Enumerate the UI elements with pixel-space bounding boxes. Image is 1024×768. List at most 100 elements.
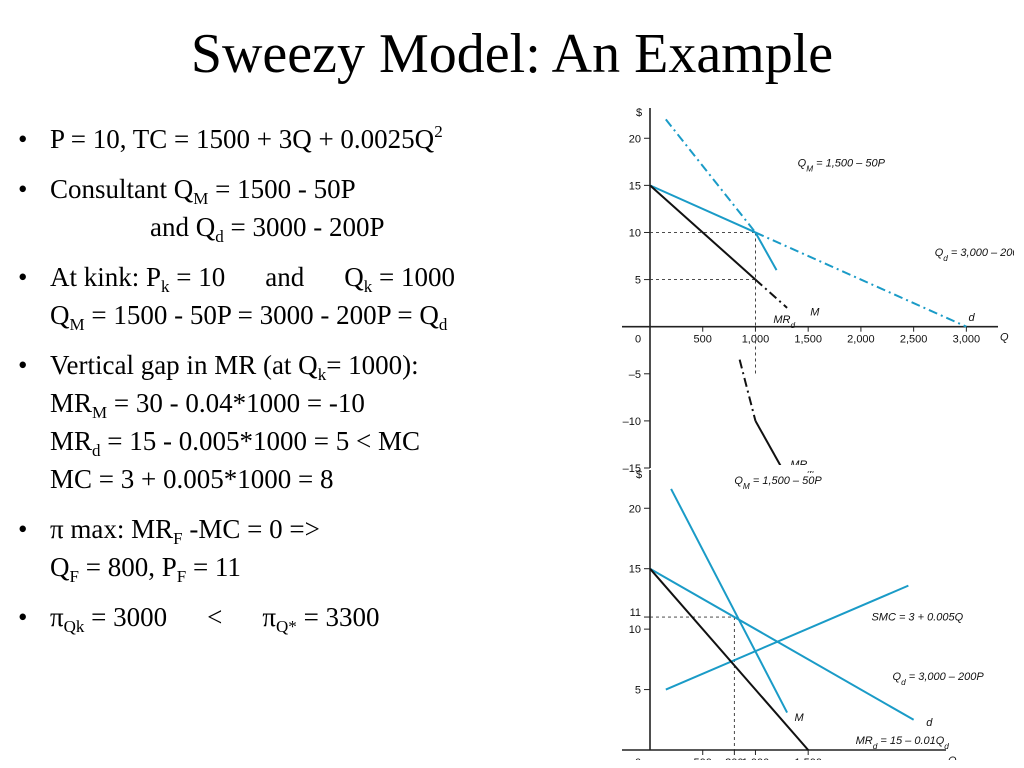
bullet-line: MC = 3 + 0.005*1000 = 8 — [50, 460, 604, 498]
x-tick-label: 1,500 — [794, 334, 822, 346]
text-run: At kink: P — [50, 262, 162, 292]
subscript: M — [92, 403, 108, 422]
text-run: < — [207, 602, 223, 632]
bullet-line: Consultant QM = 1500 - 50P — [50, 170, 604, 208]
text-run: = 800, P — [78, 552, 177, 582]
y-tick-label: –5 — [629, 369, 641, 381]
series-MRd — [649, 568, 809, 751]
bullet-marker: • — [18, 174, 28, 204]
sweezy-profit-max-panel: $ Q 20 15 11 10 5 0 500 8001,000 1,500 QM = 1,500 –… — [622, 469, 984, 760]
series-QM — [670, 488, 788, 713]
x-tick-label: 500 — [694, 757, 712, 760]
text-run: = 1500 - 50P — [208, 174, 356, 204]
text-run: π — [262, 602, 277, 632]
bullet-line: MRM = 30 - 0.04*1000 = -10 — [50, 384, 604, 422]
y-tick-label: 20 — [629, 133, 641, 145]
text-run: MR — [50, 388, 93, 418]
x-tick-label: 3,000 — [953, 334, 981, 346]
bullet-item: • P = 10, TC = 1500 + 3Q + 0.0025Q2 — [14, 120, 604, 158]
x-tick-label: 500 — [694, 334, 712, 346]
curve-label: d — [968, 312, 975, 324]
series-MRd-dashed — [754, 278, 788, 309]
text-run: = 1500 - 50P = 3000 - 200P = Q — [84, 300, 439, 330]
y-tick-label: 10 — [629, 624, 641, 636]
series-QM-solid — [754, 231, 778, 271]
sweezy-kinked-demand-panel: $ Q 20 15 10 5 –5 –10 –15 0 500 1,000 1,500 2,000 2,50… — [622, 107, 1014, 475]
y-tick-label: 20 — [629, 503, 641, 515]
x-tick-label: 2,000 — [847, 334, 875, 346]
x-axis-label: Q — [948, 755, 957, 760]
text-run: = 30 - 0.04*1000 = -10 — [107, 388, 365, 418]
bullet-line: and Qd = 3000 - 200P — [50, 208, 604, 246]
bullet-marker: • — [18, 350, 28, 380]
y-tick-label: –10 — [623, 416, 641, 428]
bullet-marker: • — [18, 514, 28, 544]
text-run: = 11 — [186, 552, 241, 582]
sweezy-diagrams: $ Q 20 15 10 5 –5 –10 –15 0 500 1,000 1,500 2,000 2,50… — [622, 107, 1014, 760]
slide-title: Sweezy Model: An Example — [190, 23, 834, 85]
y-axis-label: $ — [636, 469, 642, 481]
bullet-marker: • — [18, 262, 28, 292]
subscript: Qk — [63, 617, 85, 636]
curve-label: Qd = 3,000 – 200P — [893, 671, 985, 687]
bullet-item: • πQk = 3000 < πQ* = 3300 — [14, 598, 604, 636]
y-tick-label: 5 — [635, 685, 641, 697]
curve-label: Qd = 3,000 – 200P — [935, 247, 1014, 262]
subscript: k — [317, 365, 327, 384]
y-axis-label: $ — [636, 107, 642, 119]
curve-label: M — [794, 712, 804, 724]
bullet-item: • π max: MRF -MC = 0 => QF = 800, PF = 11 — [14, 510, 604, 586]
y-tick-label: 15 — [629, 564, 641, 576]
superscript: 2 — [434, 122, 443, 141]
curve-label: MRd = 15 – 0.01Qd — [856, 735, 950, 751]
bullet-item: • Consultant QM = 1500 - 50P and Qd = 3000… — [14, 170, 604, 246]
series-SMC — [665, 584, 909, 691]
text-run: = 15 - 0.005*1000 = 5 < MC — [100, 426, 420, 456]
panel-separator — [766, 465, 1014, 471]
text-run: = 3300 — [296, 602, 380, 632]
series-MRd-solid — [649, 184, 757, 281]
subscript: Q* — [276, 617, 297, 636]
text-run: Q — [50, 300, 70, 330]
bullet-line: At kink: Pk = 10 and Qk = 1000 — [50, 258, 604, 296]
bullet-item: • Vertical gap in MR (at Qk= 1000): MRM = … — [14, 346, 604, 498]
text-run: -MC = 0 => — [182, 514, 320, 544]
x-axis-label: Q — [1000, 332, 1009, 344]
curve-label: d — [926, 717, 933, 729]
subscript: d — [215, 227, 224, 246]
series-QM-dashed — [665, 118, 757, 234]
series-Qd — [649, 567, 915, 721]
x-tick-label: 0 — [635, 757, 641, 760]
text-run: and Q — [150, 212, 216, 242]
text-run: P = 10, TC = 1500 + 3Q + 0.0025Q — [50, 124, 435, 154]
subscript: F — [176, 567, 187, 586]
subscript: k — [363, 277, 373, 296]
curve-label: SMC = 3 + 0.005Q — [871, 612, 963, 624]
subscript: M — [193, 189, 209, 208]
text-run: = 10 — [169, 262, 226, 292]
subscript: k — [161, 277, 170, 296]
text-run: and — [265, 262, 305, 292]
x-tick-label: 800 — [725, 757, 743, 760]
curve-label: MRd — [773, 314, 795, 330]
subscript: F — [69, 567, 79, 586]
bullet-line: MRd = 15 - 0.005*1000 = 5 < MC — [50, 422, 604, 460]
series-MRM-dashed — [738, 359, 757, 422]
text-run: = 3000 - 200P — [223, 212, 385, 242]
text-run: = 1000): — [326, 350, 419, 380]
text-run: = 3000 — [84, 602, 168, 632]
series-Qd-solid — [649, 184, 756, 234]
y-tick-label: 5 — [635, 275, 641, 287]
curve-label: QM = 1,500 – 50P — [734, 475, 822, 491]
text-run: MC = 3 + 0.005*1000 = 8 — [50, 464, 334, 494]
series-Qd-dashed — [755, 231, 967, 328]
bullet-marker: • — [18, 124, 28, 154]
x-tick-label: 2,500 — [900, 334, 928, 346]
text-run: Q — [50, 552, 70, 582]
curve-label: M — [810, 306, 820, 318]
subscript: M — [69, 315, 85, 334]
text-run: Vertical gap in MR (at Q — [50, 350, 318, 380]
bullet-line: QM = 1500 - 50P = 3000 - 200P = Qd — [50, 296, 604, 334]
series-MRM-solid — [754, 420, 783, 469]
x-tick-label: 1,000 — [742, 757, 770, 760]
